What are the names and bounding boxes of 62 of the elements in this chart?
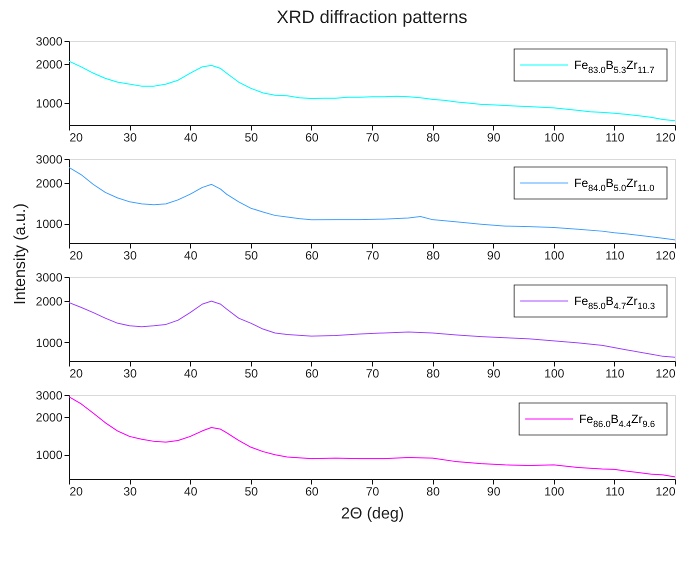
x-tick-label: 100: [544, 484, 565, 498]
x-tick-label: 30: [123, 484, 138, 498]
x-tick-label: 70: [366, 248, 380, 262]
x-tick-label: 90: [487, 366, 501, 380]
x-tick-label: 80: [426, 248, 440, 262]
x-tick-label: 110: [605, 366, 625, 380]
x-tick-label: 30: [123, 248, 138, 262]
y-tick-label: 1000: [36, 217, 63, 232]
x-tick-label: 50: [244, 248, 258, 262]
y-tick-label: 2000: [36, 176, 63, 190]
x-tick-label: 80: [426, 130, 440, 144]
x-tick-label: 100: [544, 366, 565, 380]
x-tick-label: 120: [655, 130, 676, 144]
x-tick-label: 120: [655, 484, 676, 498]
y-tick-label: 3000: [36, 152, 63, 166]
x-tick-label: 70: [366, 484, 380, 498]
x-tick-label: 50: [244, 484, 258, 498]
y-tick-label: 2000: [36, 410, 63, 425]
x-tick-label: 40: [184, 248, 198, 262]
x-tick-label: 50: [244, 130, 258, 144]
y-tick-label: 1000: [36, 448, 63, 462]
x-tick-label: 80: [426, 484, 440, 498]
x-tick-label: 40: [184, 484, 198, 498]
x-tick-label: 110: [605, 130, 625, 144]
x-tick-label: 120: [655, 248, 676, 262]
x-tick-label: 80: [426, 366, 440, 380]
x-axis-title: 2Θ (deg): [340, 506, 404, 522]
x-tick-label: 50: [244, 366, 258, 380]
x-tick-label: 90: [487, 130, 501, 144]
x-tick-label: 60: [305, 248, 319, 262]
x-tick-label: 70: [366, 366, 380, 380]
y-tick-label: 3000: [36, 34, 63, 48]
line-series: [69, 60, 675, 122]
x-tick-label: 20: [70, 130, 84, 144]
y-tick-label: 3000: [36, 388, 63, 402]
x-tick-label: 60: [305, 130, 319, 144]
y-tick-label: 1000: [36, 96, 63, 111]
x-tick-label: 30: [123, 366, 138, 380]
x-tick-label: 20: [70, 248, 84, 262]
y-tick-label: 3000: [36, 270, 63, 284]
x-tick-label: 60: [305, 484, 319, 498]
chart-title: XRD diffraction patterns: [276, 7, 468, 27]
y-axis-title: Intensity (a.u.): [12, 203, 29, 305]
x-tick-label: 100: [544, 130, 565, 144]
x-tick-label: 60: [305, 366, 319, 380]
x-tick-label: 90: [487, 248, 501, 262]
x-tick-label: 30: [123, 130, 138, 144]
x-tick-label: 20: [70, 484, 84, 498]
x-tick-label: 70: [366, 130, 380, 144]
x-tick-label: 40: [184, 130, 198, 144]
line-series: [69, 396, 675, 478]
y-tick-label: 2000: [36, 294, 63, 309]
x-tick-label: 40: [184, 366, 198, 380]
x-tick-label: 120: [655, 366, 676, 380]
x-tick-label: 110: [605, 484, 625, 498]
y-tick-label: 2000: [36, 57, 63, 72]
x-tick-label: 90: [487, 484, 501, 498]
x-tick-label: 100: [544, 248, 565, 262]
y-tick-label: 1000: [36, 336, 63, 350]
x-tick-label: 20: [70, 366, 84, 380]
line-series: [69, 166, 675, 240]
x-tick-label: 110: [605, 248, 625, 262]
